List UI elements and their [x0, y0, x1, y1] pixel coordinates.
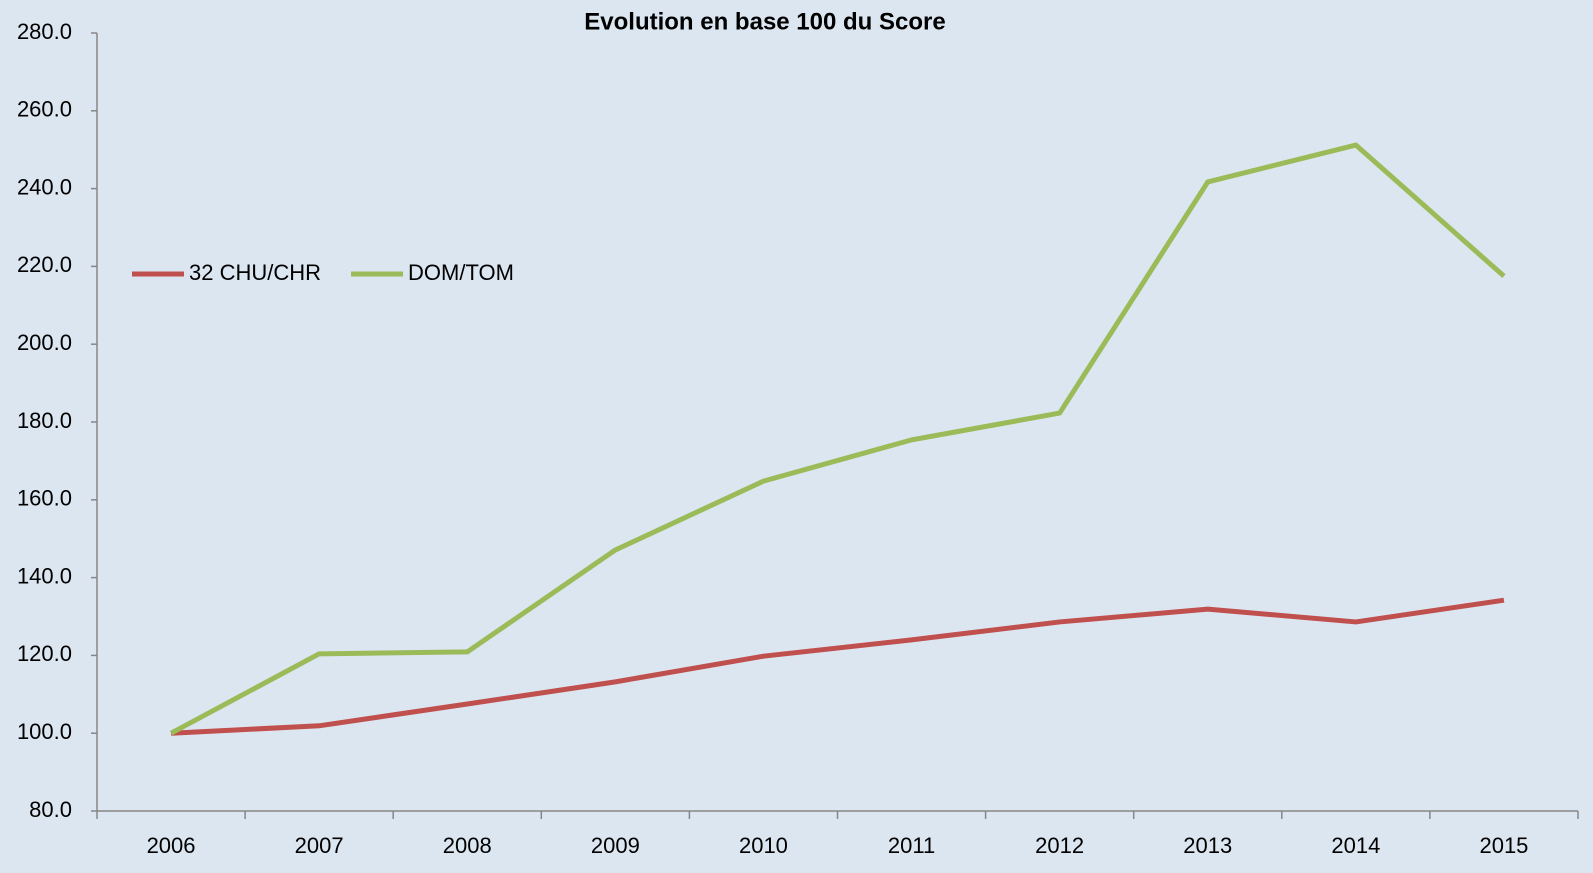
x-tick-label: 2013 [1183, 833, 1232, 858]
x-tick-label: 2009 [591, 833, 640, 858]
y-tick-label: 140.0 [17, 563, 72, 588]
x-tick-label: 2015 [1479, 833, 1528, 858]
x-tick-label: 2008 [443, 833, 492, 858]
y-tick-label: 220.0 [17, 252, 72, 277]
y-tick-label: 100.0 [17, 719, 72, 744]
y-tick-label: 200.0 [17, 330, 72, 355]
x-tick-label: 2010 [739, 833, 788, 858]
y-tick-label: 280.0 [17, 19, 72, 44]
series-line [170, 597, 1505, 736]
y-tick-label: 160.0 [17, 486, 72, 511]
x-tick-label: 2007 [295, 833, 344, 858]
y-tick-label: 260.0 [17, 97, 72, 122]
x-tick-label: 2014 [1331, 833, 1380, 858]
y-tick-label: 80.0 [29, 797, 72, 822]
series-line [169, 142, 1506, 736]
y-tick-label: 120.0 [17, 641, 72, 666]
legend-label: 32 CHU/CHR [189, 260, 321, 285]
legend-label: DOM/TOM [408, 260, 514, 285]
x-tick-label: 2012 [1035, 833, 1084, 858]
y-tick-label: 180.0 [17, 408, 72, 433]
x-tick-label: 2006 [147, 833, 196, 858]
y-tick-label: 240.0 [17, 174, 72, 199]
x-tick-label: 2011 [888, 833, 935, 858]
chart-title: Evolution en base 100 du Score [584, 8, 945, 35]
